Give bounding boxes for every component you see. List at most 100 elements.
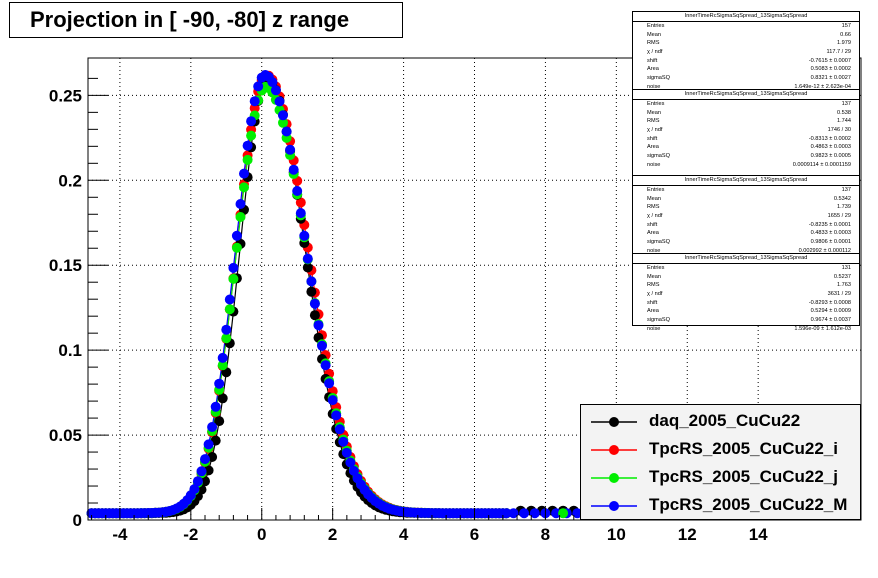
stats-box: InnerTimeRcSigmaSqSpread_13SigmaSqSpread… xyxy=(632,89,860,177)
stats-label: Area xyxy=(647,66,659,73)
stats-title: InnerTimeRcSigmaSqSpread_13SigmaSqSpread xyxy=(633,254,859,264)
legend-label: daq_2005_CuCu22 xyxy=(649,411,801,430)
stats-row: RMS 1.763 xyxy=(633,281,859,290)
stats-label: noise xyxy=(647,325,661,332)
stats-value: 1.649e-12 ± 2.623e-04 xyxy=(794,83,851,90)
stats-label: noise xyxy=(647,83,661,90)
chart-axes: -4 -2 0 2 4 6 8 10 12 14 0 0.05 0.1 0.15 0.2 0.25 xyxy=(49,77,844,544)
stats-label: noise xyxy=(647,161,661,168)
legend-marker xyxy=(591,445,637,455)
stats-value: 0.9674 ± 0.0037 xyxy=(810,317,851,324)
stats-label: Area xyxy=(647,230,659,237)
data-points xyxy=(86,70,583,519)
stats-row: Entries 131 xyxy=(633,264,859,273)
data-point xyxy=(196,466,207,477)
fit-curves xyxy=(88,74,581,514)
data-point xyxy=(309,298,320,309)
stats-row: sigmaSQ 0.9823 ± 0.0005 xyxy=(633,152,859,161)
legend-marker xyxy=(591,501,637,511)
stats-value: 1.739 xyxy=(837,204,851,211)
data-point xyxy=(231,230,242,241)
stats-row: shift -0.8293 ± 0.0008 xyxy=(633,299,859,308)
data-point xyxy=(331,410,342,421)
x-tick-label: -4 xyxy=(112,525,128,544)
stats-label: Entries xyxy=(647,265,665,271)
stats-label: Entries xyxy=(647,187,665,193)
data-point xyxy=(327,395,338,406)
data-point xyxy=(224,304,235,315)
stats-value: 137 xyxy=(841,101,851,107)
stats-label: Mean xyxy=(647,31,661,38)
stats-label: RMS xyxy=(647,118,660,125)
stats-row: Mean 0.66 xyxy=(633,31,859,40)
stats-value: 1655 / 29 xyxy=(827,213,851,220)
stats-value: 137 xyxy=(841,187,851,193)
data-point xyxy=(558,508,569,519)
stats-label: Entries xyxy=(647,101,665,107)
data-point xyxy=(278,110,288,121)
data-point xyxy=(306,276,317,287)
legend-marker xyxy=(591,417,637,427)
x-tick-label: 0 xyxy=(257,525,266,544)
x-tick-label: 14 xyxy=(749,525,768,544)
data-point xyxy=(214,416,225,427)
stats-row: Area 0.4833 ± 0.0003 xyxy=(633,229,859,238)
data-point xyxy=(338,436,349,447)
stats-title: InnerTimeRcSigmaSqSpread_13SigmaSqSpread xyxy=(633,90,859,100)
stats-value: -0.7615 ± 0.0007 xyxy=(808,57,851,64)
data-point xyxy=(572,508,583,519)
stats-row: noise 0.0009114 ± 0.0001159 xyxy=(633,161,859,170)
stats-label: shift xyxy=(647,135,658,142)
data-point xyxy=(203,439,214,450)
data-point xyxy=(334,424,345,435)
y-tick-label: 0.15 xyxy=(49,256,82,275)
data-point xyxy=(217,393,228,404)
stats-row: χ / ndf 117.7 / 29 xyxy=(633,48,859,57)
data-point xyxy=(239,182,249,193)
data-point xyxy=(519,508,530,519)
stats-value: 0.4863 ± 0.0003 xyxy=(810,144,851,151)
stats-row: sigmaSQ 0.8321 ± 0.0027 xyxy=(633,74,859,83)
stats-label: χ / ndf xyxy=(647,127,663,134)
stats-row: Mean 0.538 xyxy=(633,109,859,118)
stats-label: sigmaSQ xyxy=(647,75,671,82)
x-tick-label: 10 xyxy=(607,525,626,544)
data-point xyxy=(278,117,288,128)
data-point xyxy=(306,286,317,297)
data-point xyxy=(249,96,260,107)
stats-label: shift xyxy=(647,57,658,64)
stats-value: 0.5342 xyxy=(833,195,851,202)
stats-label: Mean xyxy=(647,109,661,116)
data-point xyxy=(221,324,232,335)
x-tick-label: 8 xyxy=(541,525,550,544)
data-point xyxy=(242,154,253,165)
legend-entry: TpcRS_2005_CuCu22_M xyxy=(581,493,861,519)
stats-label: Area xyxy=(647,308,659,315)
stats-label: Entries xyxy=(647,23,665,29)
stats-row: sigmaSQ 0.9806 ± 0.0001 xyxy=(633,238,859,247)
stats-value: 1.979 xyxy=(837,40,851,47)
stats-label: RMS xyxy=(647,282,660,289)
data-point xyxy=(200,454,210,465)
stats-label: Mean xyxy=(647,195,661,202)
data-point xyxy=(302,253,313,264)
fit-curve xyxy=(88,74,581,514)
x-tick-label: 12 xyxy=(678,525,697,544)
stats-value: -0.8293 ± 0.0008 xyxy=(808,299,851,306)
data-point xyxy=(508,508,519,519)
data-point xyxy=(189,484,200,495)
stats-value: 131 xyxy=(841,265,851,271)
chart-title: Projection in [ -90, -80] z range xyxy=(9,2,403,38)
data-point xyxy=(228,273,239,284)
data-point xyxy=(309,310,320,321)
stats-value: 0.5294 ± 0.0009 xyxy=(810,308,851,315)
stats-value: 1.744 xyxy=(837,118,851,125)
stats-label: χ / ndf xyxy=(647,291,663,298)
legend-entry: TpcRS_2005_CuCu22_j xyxy=(581,465,861,491)
stats-label: Area xyxy=(647,144,659,151)
legend-entry: daq_2005_CuCu22 xyxy=(581,409,861,435)
data-point xyxy=(295,208,306,219)
stats-title: InnerTimeRcSigmaSqSpread_13SigmaSqSpread xyxy=(633,12,859,22)
stats-row: Mean 0.5342 xyxy=(633,195,859,204)
data-point xyxy=(235,199,246,209)
